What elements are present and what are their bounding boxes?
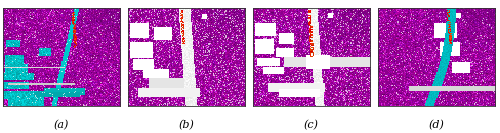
Text: (c): (c): [304, 120, 319, 130]
Text: (d): (d): [428, 120, 444, 130]
Text: (a): (a): [54, 120, 69, 130]
Text: (b): (b): [178, 120, 194, 130]
